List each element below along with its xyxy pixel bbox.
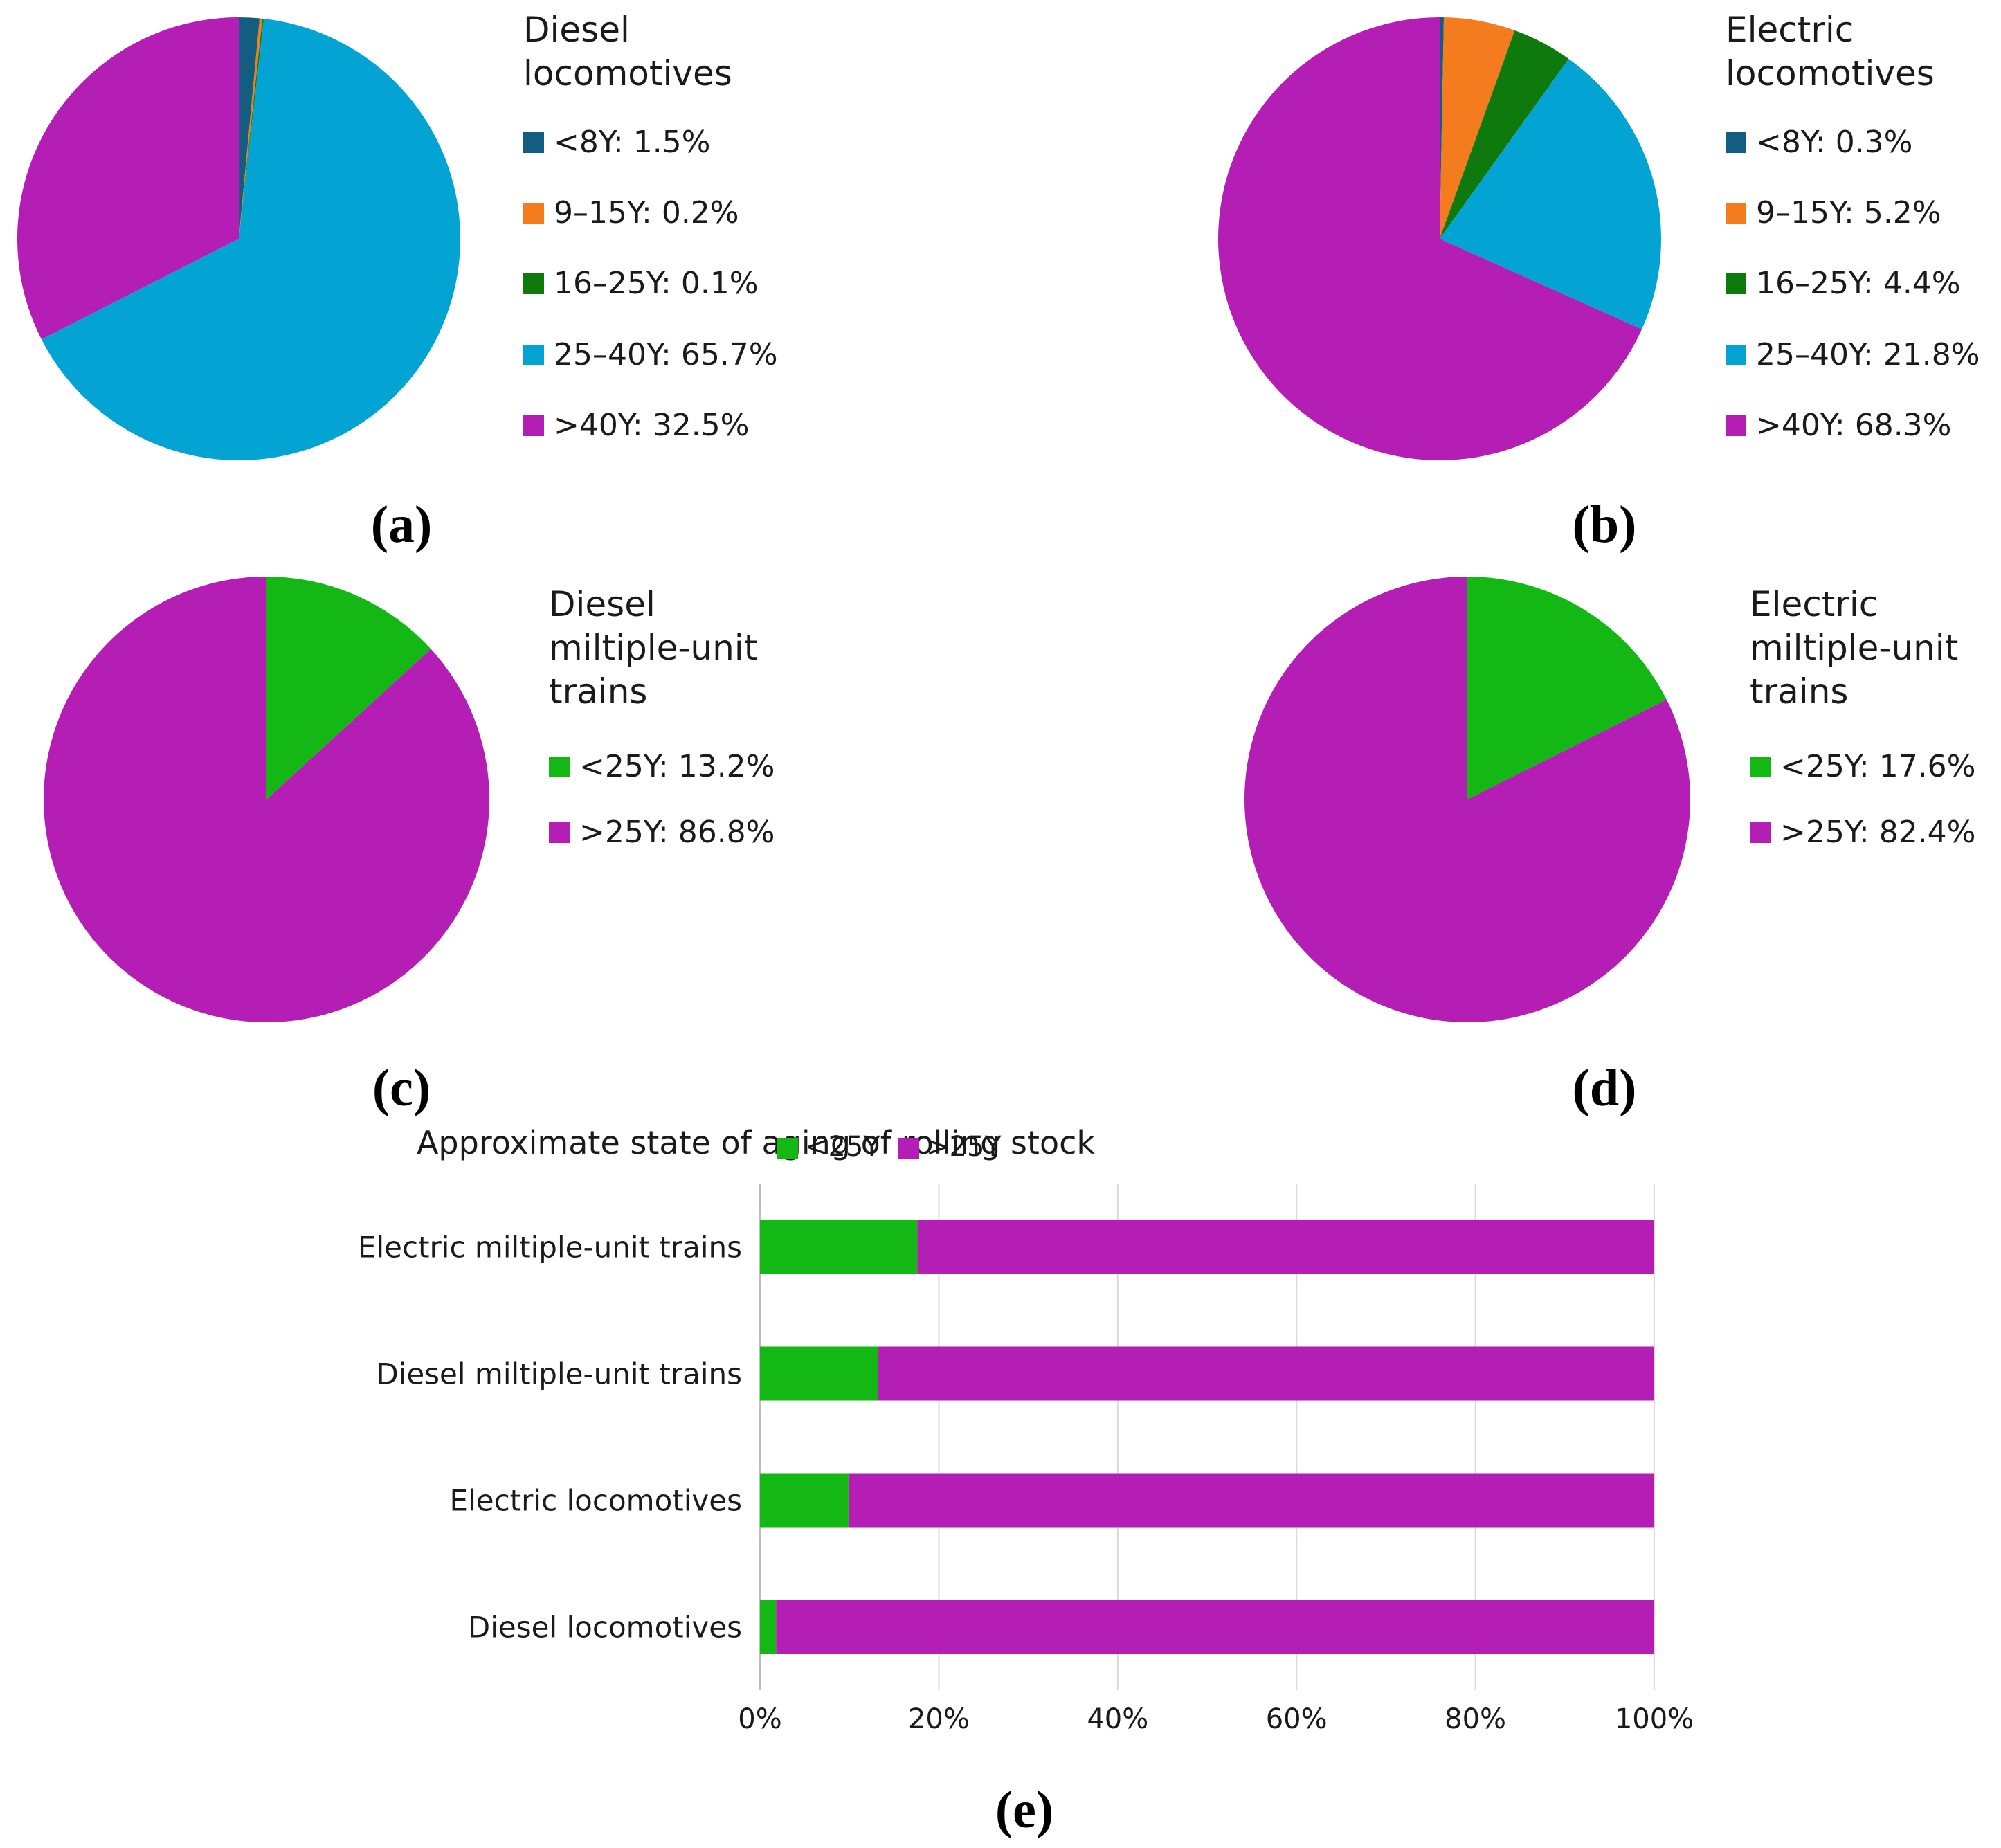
legend-label: 25–40Y: 65.7% <box>554 337 778 372</box>
legend-item-c-0: <25Y: 13.2% <box>549 749 775 785</box>
legend-label: >40Y: 32.5% <box>554 408 750 443</box>
legend-item-a-1: 9–15Y: 0.2% <box>523 195 739 231</box>
legend-label: <25Y: 13.2% <box>579 749 775 784</box>
bar-segment <box>760 1473 849 1528</box>
legend-swatch <box>523 345 544 365</box>
bar-segment <box>760 1346 878 1401</box>
legend-item-b-3: 25–40Y: 21.8% <box>1726 337 1980 373</box>
x-tick-label: 0% <box>738 1703 781 1735</box>
y-category-label: Diesel miltiple-unit trains <box>376 1357 742 1391</box>
legend-label: >25Y: 82.4% <box>1780 815 1976 850</box>
pie-chart-a <box>17 17 460 461</box>
pie-slice <box>266 577 431 799</box>
legend-item-b-4: >40Y: 68.3% <box>1726 408 1951 444</box>
bar-chart-e: Approximate state of aging of rolling st… <box>358 1124 1694 1735</box>
legend-label: <8Y: 1.5% <box>554 125 711 160</box>
legend-swatch <box>1726 415 1746 436</box>
bar-segment <box>776 1600 1654 1654</box>
legend-title-a: Diesel locomotives <box>523 10 732 93</box>
legend-label: >25Y: 86.8% <box>579 815 775 850</box>
panel-label-b: (b) <box>1572 496 1637 554</box>
x-tick-label: 80% <box>1445 1703 1506 1735</box>
y-category-label: Electric locomotives <box>450 1484 742 1518</box>
pie-slice <box>1440 17 1515 239</box>
pie-chart-d <box>1244 577 1690 1022</box>
bar-segment <box>878 1346 1654 1401</box>
legend-item-b-0: <8Y: 0.3% <box>1726 125 1913 161</box>
pie-slice <box>239 18 263 239</box>
pie-slice <box>1467 577 1667 799</box>
legend-label: >40Y: 68.3% <box>1756 408 1952 443</box>
panel-label-e: (e) <box>995 1781 1054 1839</box>
legend-swatch <box>549 757 570 777</box>
bar-segment <box>760 1600 777 1654</box>
legend-item-d-1: >25Y: 82.4% <box>1750 815 1975 851</box>
legend-label: 9–15Y: 0.2% <box>554 195 739 230</box>
legend-title-b: Electric locomotives <box>1726 10 1935 93</box>
legend-swatch <box>1750 757 1771 777</box>
pie-slice <box>1218 17 1642 461</box>
pie-slice <box>239 18 264 239</box>
legend-label: 9–15Y: 5.2% <box>1756 195 1941 230</box>
legend-item-b-2: 16–25Y: 4.4% <box>1726 266 1961 302</box>
chart-title: Approximate state of aging of rolling st… <box>417 1124 1095 1161</box>
legend-c: Diesel miltiple-unit trains <25Y: 13.2% … <box>549 583 840 860</box>
legend-a: Diesel locomotives <8Y: 1.5% 9–15Y: 0.2%… <box>523 8 814 451</box>
legend-b: Electric locomotives <8Y: 0.3% 9–15Y: 5.… <box>1726 8 2001 451</box>
x-tick-label: 100% <box>1615 1703 1694 1735</box>
legend-item-b-1: 9–15Y: 5.2% <box>1726 195 1941 231</box>
pie-slice <box>1244 577 1690 1022</box>
legend-item-a-2: 16–25Y: 0.1% <box>523 266 759 302</box>
panel-label-a: (a) <box>370 496 433 554</box>
legend-swatch <box>1726 203 1746 224</box>
legend-swatch <box>523 273 544 294</box>
x-tick-label: 20% <box>908 1703 970 1735</box>
pie-slice <box>239 17 260 239</box>
legend-swatch <box>523 415 544 436</box>
legend-label-green: <25Y <box>805 1131 880 1163</box>
legend-item-a-0: <8Y: 1.5% <box>523 125 711 161</box>
pie-chart-c <box>44 577 490 1022</box>
panel-label-d: (d) <box>1572 1059 1637 1117</box>
legend-swatch <box>523 203 544 224</box>
legend-label: <8Y: 0.3% <box>1756 125 1913 160</box>
legend-label: 16–25Y: 0.1% <box>554 266 759 301</box>
bar-segment <box>760 1220 918 1274</box>
legend-title-d: Electric miltiple-unit trains <box>1750 584 1959 712</box>
legend-title-c: Diesel miltiple-unit trains <box>549 584 758 712</box>
pie-slice <box>1440 30 1569 239</box>
legend-swatch <box>1726 132 1746 153</box>
pie-slice <box>17 17 239 340</box>
legend-item-a-3: 25–40Y: 65.7% <box>523 337 778 373</box>
pie-slice <box>44 577 490 1022</box>
pie-slice <box>1440 17 1445 239</box>
legend-item-a-4: >40Y: 32.5% <box>523 408 749 444</box>
panel-label-c: (c) <box>372 1059 431 1117</box>
legend-swatch-green <box>777 1138 798 1159</box>
legend-swatch <box>549 822 570 843</box>
y-category-label: Diesel locomotives <box>468 1611 742 1645</box>
pie-slice <box>41 19 460 461</box>
bar-segment <box>848 1473 1654 1528</box>
legend-label: 16–25Y: 4.4% <box>1756 266 1961 301</box>
x-tick-label: 40% <box>1087 1703 1148 1735</box>
legend-d: Electric miltiple-unit trains <25Y: 17.6… <box>1750 583 2001 860</box>
legend-swatch <box>1726 345 1746 365</box>
legend-swatch <box>523 132 544 153</box>
legend-swatch <box>1750 822 1771 843</box>
legend-label: 25–40Y: 21.8% <box>1756 337 1980 372</box>
x-tick-label: 60% <box>1266 1703 1328 1735</box>
legend-label-purple: >25Y <box>926 1131 1002 1163</box>
legend-item-c-1: >25Y: 86.8% <box>549 815 775 851</box>
y-category-label: Electric miltiple-unit trains <box>358 1231 742 1265</box>
legend-label: <25Y: 17.6% <box>1780 749 1976 784</box>
legend-item-d-0: <25Y: 17.6% <box>1750 749 1975 785</box>
bar-segment <box>917 1220 1654 1274</box>
pie-slice <box>1440 58 1661 329</box>
pie-chart-b <box>1218 17 1661 461</box>
legend-swatch <box>1726 273 1746 294</box>
legend-swatch-purple <box>898 1138 919 1159</box>
